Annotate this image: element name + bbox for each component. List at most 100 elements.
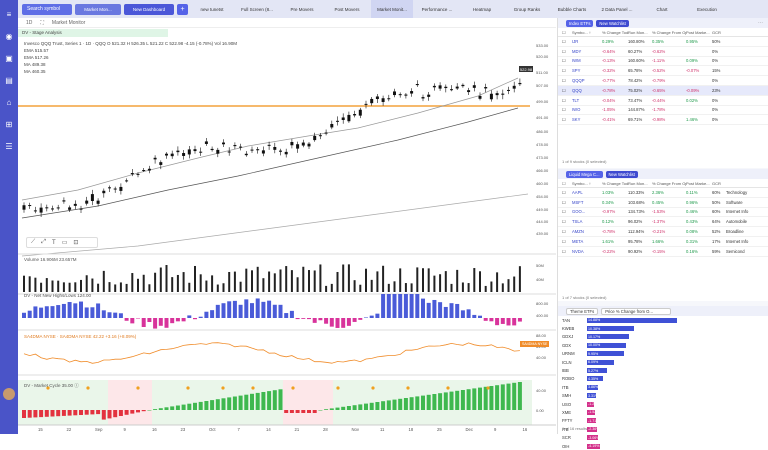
watchlist-row[interactable]: ☐ SKY -0.41% 69.71% -0.98% 1.46% 0% xyxy=(558,115,768,126)
row-checkbox[interactable]: ☐ xyxy=(562,87,566,93)
avatar[interactable] xyxy=(3,388,15,400)
watchlist-column-header[interactable]: ☐ Symbo... ↑ % Change TodayRun Mon... % Cha… xyxy=(558,179,768,188)
row-checkbox[interactable]: ☐ xyxy=(562,117,566,123)
new-watchlist-button[interactable]: New Watchlist xyxy=(596,19,629,27)
column-header[interactable]: % Change From Open xyxy=(652,180,686,186)
grid-icon[interactable]: ⊞ xyxy=(5,119,13,129)
theme-row[interactable]: XME -1.52% xyxy=(558,408,768,416)
row-checkbox[interactable]: ☐ xyxy=(562,199,566,205)
row-checkbox[interactable]: ☐ xyxy=(562,78,566,84)
tab-heatmap[interactable]: Heatmap xyxy=(472,6,492,12)
menu-icon[interactable]: ≡ xyxy=(6,9,12,19)
theme-row[interactable]: KWEB 10.38% xyxy=(558,324,768,332)
theme-row[interactable]: ITB -2.36% xyxy=(558,425,768,433)
watchlist-column-header[interactable]: ☐ Symbo... ↑ % Change TodayRun Mon... % Cha… xyxy=(558,28,768,37)
row-checkbox[interactable]: ☐ xyxy=(562,97,566,103)
add-tab-button[interactable]: + xyxy=(177,3,188,15)
theme-row[interactable]: OIH -4.19% xyxy=(558,442,768,450)
note-tool-icon[interactable]: ▭ xyxy=(61,240,68,246)
tab-new-tunetst[interactable]: new tunetst xyxy=(200,6,224,12)
tab-post-movers[interactable]: Post Movers xyxy=(334,6,360,12)
watchlist-row[interactable]: ☐ QQQ -0.78% 75.02% -0.65% -0.09% 23% xyxy=(558,85,768,96)
column-header[interactable]: Post Marke... xyxy=(686,29,710,35)
time-axis[interactable]: 15 22 Sep 9 16 23 Oct 7 14 21 28 Nov 11 18 25 Dec 9 16 xyxy=(18,425,532,434)
watchlist-row[interactable]: ☐ SPY -0.32% 65.78% -0.52% -0.07% 15% xyxy=(558,66,768,77)
text-tool-icon[interactable]: T xyxy=(52,239,56,246)
row-checkbox[interactable]: ☐ xyxy=(562,68,566,74)
theme-row[interactable]: SCR -3.06% xyxy=(558,433,768,441)
fullscreen-icon[interactable]: ⛶ xyxy=(40,19,44,26)
watchlist-row[interactable]: ☐ TSLA 0.12% 96.02% -1.37% 0.43% 64% Automobile xyxy=(558,217,768,228)
watchlist-row[interactable]: ☐ IWM -0.13% 160.60% -1.11% 0.09% 0% xyxy=(558,57,768,67)
price-axis[interactable]: 533.00 520.00 511.00 507.00 499.00 491.0… xyxy=(536,43,556,241)
home-icon[interactable]: ⌂ xyxy=(6,97,12,107)
row-checkbox[interactable]: ☐ xyxy=(562,219,566,225)
ray-tool-icon[interactable]: ⤢ xyxy=(41,239,47,245)
row-checkbox[interactable]: ☐ xyxy=(562,189,566,195)
row-checkbox[interactable]: ☐ xyxy=(562,229,566,235)
tab-bubble-charts[interactable]: Bubble Charts xyxy=(557,6,587,12)
tab-performance[interactable]: Performance ... xyxy=(421,6,453,12)
watchlist-row[interactable]: ☐ QQQP -0.77% 78.42% -0.79% 0% xyxy=(558,76,768,86)
theme-row[interactable]: URNM 9.95% xyxy=(558,350,768,358)
more-icon[interactable]: ⋯ xyxy=(758,20,763,26)
theme-row[interactable]: ICLN 6.09% xyxy=(558,358,768,366)
settings-icon[interactable]: ☰ xyxy=(5,141,13,151)
column-header[interactable]: Run Mon... xyxy=(628,180,648,186)
interval-button[interactable]: 1D xyxy=(26,19,33,26)
tab-pre-movers[interactable]: Pre Movers xyxy=(290,6,314,12)
tab-group-ranks[interactable]: Group Ranks xyxy=(513,6,541,12)
measure-tool-icon[interactable]: ⊡ xyxy=(73,240,79,246)
row-checkbox[interactable]: ☐ xyxy=(562,209,566,215)
watchlist-row[interactable]: ☐ AAPL 1.03% 110.33% 2.36% 0.11% 60% Technology xyxy=(558,188,768,198)
new-watchlist-button[interactable]: New Watchlist xyxy=(605,170,638,178)
column-header[interactable]: Symbo... ↑ xyxy=(572,29,591,35)
theme-row[interactable]: TAN 14.88% xyxy=(558,316,768,324)
watchlist-row[interactable]: ☐ MDY -0.64% 60.27% -0.62% 0% xyxy=(558,47,768,57)
tab-market-monitor-active[interactable]: Market Monit... xyxy=(371,0,413,18)
search-symbol-button[interactable]: Search symbol xyxy=(22,3,72,15)
watchlist-selector[interactable]: Liquid Mega C... xyxy=(566,170,603,178)
tab-execution[interactable]: Execution xyxy=(697,6,717,12)
row-checkbox[interactable]: ☐ xyxy=(562,48,566,54)
tab-2-data-panel[interactable]: 2 Data Panel ... xyxy=(601,6,633,12)
column-header[interactable]: GCR xyxy=(712,180,721,186)
column-header[interactable]: Run Mon... xyxy=(628,29,648,35)
list-icon[interactable]: ▤ xyxy=(5,75,13,85)
select-all-checkbox[interactable]: ☐ xyxy=(562,29,566,35)
tab-full-screen[interactable]: Full Screen (8... xyxy=(241,6,273,12)
tab-market-monitor[interactable]: Market Mon... xyxy=(75,3,121,15)
row-checkbox[interactable]: ☐ xyxy=(562,238,566,244)
watchlist-row[interactable]: ☐ AMZN -0.78% 112.94% -0.21% 0.08% 52% Broadlin… xyxy=(558,227,768,237)
theme-row[interactable]: IBB 5.27% xyxy=(558,366,768,374)
watchlist-selector[interactable]: Index ETFs xyxy=(566,19,594,27)
theme-row[interactable]: ITB 3.86% xyxy=(558,383,768,391)
watchlist-row[interactable]: ☐ GOO... -0.97% 134.73% -1.53% 0.46% 60% Intern… xyxy=(558,208,768,218)
theme-row[interactable]: FFTY -1.71% xyxy=(558,417,768,425)
watchlist-selector[interactable]: Theme ETFs xyxy=(566,307,599,315)
alerts-icon[interactable]: ◉ xyxy=(5,31,13,41)
layout-icon[interactable]: ▣ xyxy=(5,53,13,63)
column-header[interactable]: % Change Today xyxy=(602,180,628,186)
column-header[interactable]: Post Marke... xyxy=(686,180,710,186)
column-header[interactable]: % Change Today xyxy=(602,29,628,35)
row-checkbox[interactable]: ☐ xyxy=(562,248,566,254)
theme-row[interactable]: SMH 3.31% xyxy=(558,392,768,400)
row-checkbox[interactable]: ☐ xyxy=(562,58,566,64)
theme-row[interactable]: USO -1.20% xyxy=(558,400,768,408)
watchlist-row[interactable]: ☐ IJR 0.29% 160.80% 0.35% 0.95% 50% xyxy=(558,37,768,47)
chart-panel[interactable]: 1D ⛶ Market Monitor DV - Stage Analysis … xyxy=(18,18,556,434)
column-header[interactable]: % Change From Open xyxy=(652,29,686,35)
row-checkbox[interactable]: ☐ xyxy=(562,107,566,113)
watchlist-row[interactable]: ☐ META 1.61% 95.78% 1.66% 0.31% 17% Internet In… xyxy=(558,237,768,247)
row-checkbox[interactable]: ☐ xyxy=(562,38,566,44)
layout-name[interactable]: Market Monitor xyxy=(51,19,86,26)
column-header[interactable]: Symbo... ↑ xyxy=(572,180,591,186)
theme-row[interactable]: GDX 10.00% xyxy=(558,341,768,349)
tab-new-dashboard[interactable]: New Dashboard xyxy=(124,3,174,15)
line-tool-icon[interactable]: ⟋ xyxy=(31,239,36,245)
price-chart[interactable]: 522.98 xyxy=(18,18,556,434)
sort-selector[interactable]: Price % Change from O... xyxy=(601,307,672,315)
column-header[interactable]: GCR xyxy=(712,29,721,35)
tab-chart[interactable]: Chart xyxy=(656,6,668,12)
